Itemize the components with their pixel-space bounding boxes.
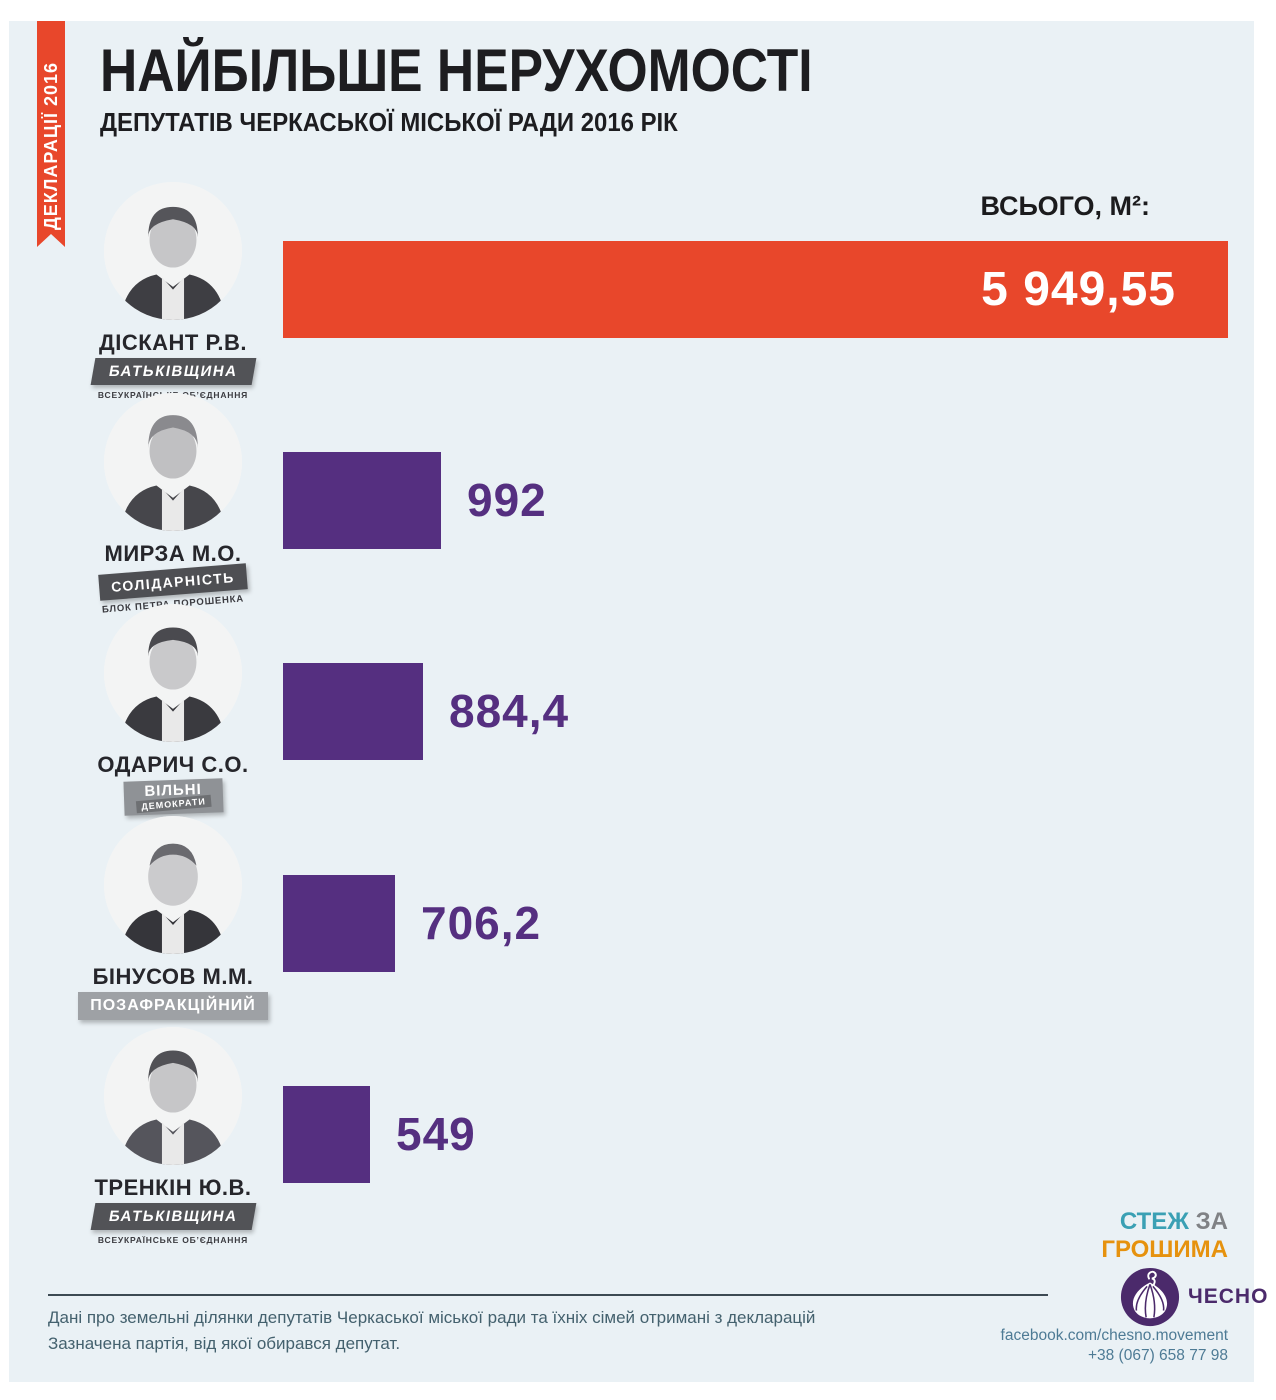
- footer-divider: [48, 1294, 1048, 1296]
- bar-binusov: [283, 875, 395, 972]
- stezh-word: СТЕЖ: [1119, 1208, 1189, 1235]
- deputy-name: ДІСКАНТ Р.В.: [99, 330, 247, 355]
- deputy-photo: [104, 393, 242, 531]
- footer-note-line2: Зазначена партія, від якої обирався депу…: [48, 1334, 401, 1353]
- deputy-name: ТРЕНКІН Ю.В.: [94, 1175, 252, 1200]
- bar-value-label: 5 949,55: [981, 263, 1176, 316]
- deputy-photo: [104, 816, 242, 954]
- phone-number: +38 (067) 658 77 98: [1087, 1347, 1228, 1364]
- party-badge: ПОЗАФРАКЦІЙНИЙ: [78, 992, 268, 1020]
- person-silhouette-icon: [104, 1027, 242, 1165]
- party-badge-label: СОЛІДАРНІСТЬ: [110, 569, 236, 595]
- bar-odarych: [283, 663, 423, 760]
- bar-value-label: 884,4: [449, 685, 570, 737]
- party-badge: БАТЬКІВЩИНА: [90, 358, 256, 385]
- party-badge-label: БАТЬКІВЩИНА: [107, 1208, 239, 1225]
- declarations-ribbon: ДЕКЛАРАЦІЇ 2016: [37, 21, 65, 247]
- person-silhouette-icon: [104, 604, 242, 742]
- chesno-wordmark: ЧЕСНО: [1188, 1285, 1269, 1308]
- person-silhouette-icon: [104, 816, 242, 954]
- bar-value-label: 992: [467, 474, 547, 526]
- ribbon-label: ДЕКЛАРАЦІЇ 2016: [40, 61, 61, 231]
- page-subtitle: ДЕПУТАТІВ ЧЕРКАСЬКОЇ МІСЬКОЇ РАДИ 2016 Р…: [100, 107, 678, 137]
- stezh-za-wordmark: СТЕЖ ЗА: [1120, 1208, 1228, 1236]
- person-silhouette-icon: [104, 182, 242, 320]
- deputy-photo: [104, 1027, 242, 1165]
- axis-total-label: ВСЬОГО, М²:: [980, 191, 1150, 221]
- groshyma-word: ГРОШИМА: [1101, 1236, 1228, 1263]
- chesno-garlic-icon: [1120, 1267, 1180, 1327]
- party-badge: ВІЛЬНІ ДЕМОКРАТИ: [123, 778, 223, 816]
- bar-myrza: [283, 452, 441, 549]
- deputy-name: ОДАРИЧ С.О.: [97, 752, 249, 777]
- party-badge: БАТЬКІВЩИНА: [90, 1203, 256, 1230]
- deputy-photo: [104, 182, 242, 320]
- bar-trenkin: [283, 1086, 370, 1183]
- party-badge-label: БАТЬКІВЩИНА: [107, 363, 239, 380]
- deputy-name: БІНУСОВ М.М.: [92, 964, 254, 989]
- bar-diskant: 5 949,55: [283, 241, 1228, 338]
- facebook-url: facebook.com/chesno.movement: [1000, 1327, 1228, 1344]
- party-badge-label: ПОЗАФРАКЦІЙНИЙ: [90, 997, 256, 1014]
- party-subtitle: ВСЕУКРАЇНСЬКЕ ОБ’ЄДНАННЯ: [97, 1235, 249, 1245]
- deputy-photo: [104, 604, 242, 742]
- deputy-name: МИРЗА М.О.: [104, 541, 242, 566]
- page-title: НАЙБІЛЬШЕ НЕРУХОМОСТІ: [100, 37, 813, 104]
- footer-note-line1: Дані про земельні ділянки депутатів Черк…: [48, 1308, 816, 1327]
- za-word: ЗА: [1188, 1208, 1228, 1235]
- bar-value-label: 706,2: [421, 897, 542, 949]
- person-silhouette-icon: [104, 393, 242, 531]
- bar-value-label: 549: [396, 1108, 476, 1160]
